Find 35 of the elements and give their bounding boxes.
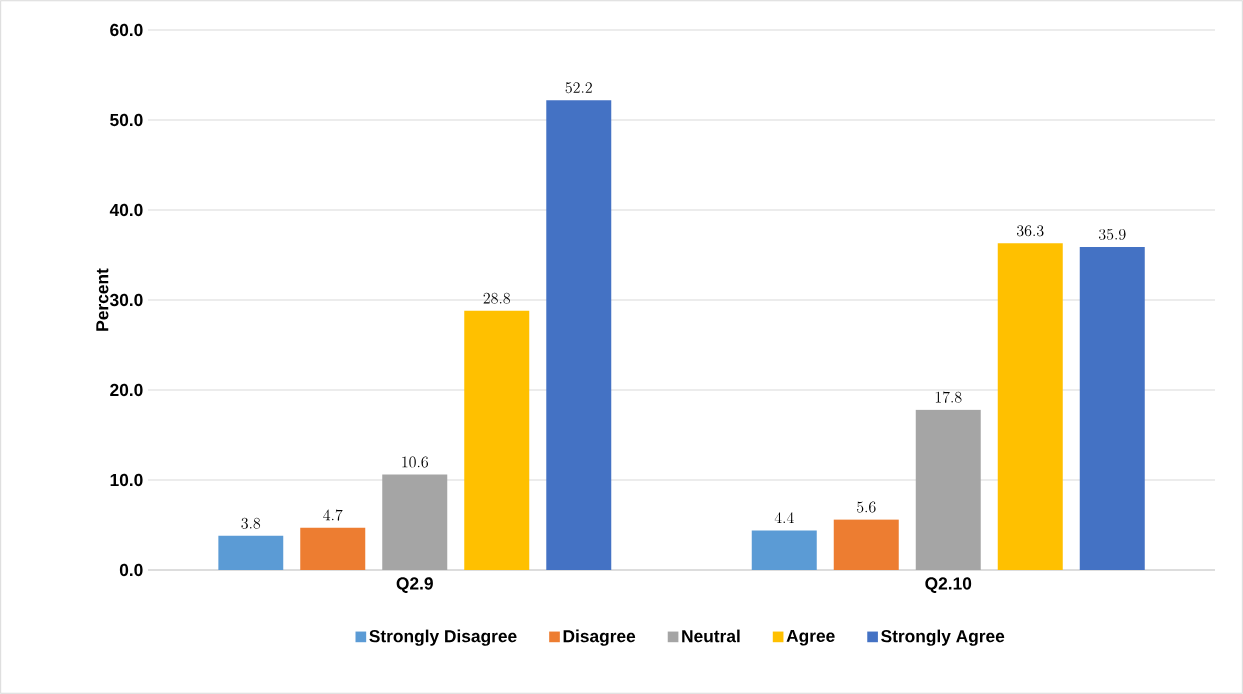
legend-label: Neutral xyxy=(682,629,740,643)
y-tick-label: 60.0 xyxy=(110,23,143,37)
bar xyxy=(546,100,612,570)
data-label: 10.6 xyxy=(402,456,429,468)
data-label: 17.8 xyxy=(935,391,962,403)
data-label: 4.4 xyxy=(774,512,794,524)
bar xyxy=(464,310,530,570)
legend-label: Strongly Disagree xyxy=(369,629,517,646)
bar xyxy=(300,527,366,570)
bar xyxy=(382,474,448,570)
legend-label: Disagree xyxy=(563,629,636,646)
bar xyxy=(833,519,899,570)
data-label: 4.7 xyxy=(323,509,343,521)
bar xyxy=(218,535,284,570)
legend-label: Strongly Agree xyxy=(881,629,1005,646)
x-tick-label: Q2.9 xyxy=(396,577,433,593)
y-tick-label: 0.0 xyxy=(119,563,143,577)
bar xyxy=(1079,246,1145,570)
data-label: 5.6 xyxy=(857,501,876,513)
data-label: 28.8 xyxy=(483,292,511,304)
y-tick-label: 10.0 xyxy=(110,473,143,487)
x-tick-label: Q2.10 xyxy=(925,577,972,593)
legend-label: Agree xyxy=(786,629,835,646)
y-tick-label: 50.0 xyxy=(110,113,143,127)
y-tick-label: 20.0 xyxy=(110,383,143,397)
data-label: 35.9 xyxy=(1098,228,1126,240)
bar xyxy=(751,530,817,570)
data-label: 36.3 xyxy=(1016,225,1044,237)
bar xyxy=(997,243,1063,570)
y-tick-label: 30.0 xyxy=(109,293,143,307)
y-axis-title: Percent xyxy=(96,268,109,331)
data-label: 52.2 xyxy=(565,82,592,94)
bar xyxy=(915,409,981,570)
data-label: 3.8 xyxy=(241,517,261,529)
y-tick-label: 40.0 xyxy=(109,203,143,217)
